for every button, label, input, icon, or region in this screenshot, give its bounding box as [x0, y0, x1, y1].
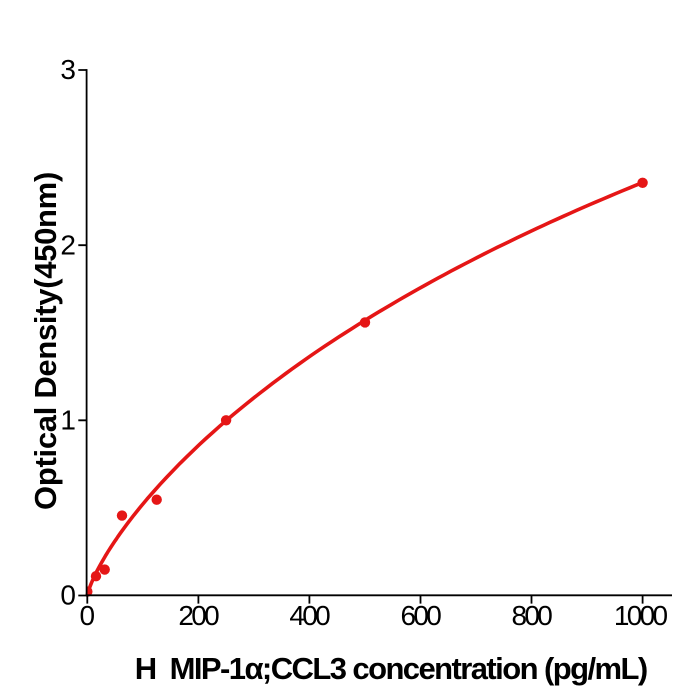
- svg-text:H MIP-1α;CCL3 concentration (: H MIP-1α;CCL3 concentration (pg/mL): [135, 651, 647, 686]
- svg-text:Optical Density(450nm): Optical Density(450nm): [28, 172, 63, 510]
- svg-text:400: 400: [289, 600, 330, 631]
- svg-text:3: 3: [60, 54, 76, 85]
- svg-text:1: 1: [60, 405, 76, 436]
- svg-text:600: 600: [400, 600, 441, 631]
- svg-text:0: 0: [60, 580, 76, 611]
- svg-text:800: 800: [511, 600, 552, 631]
- svg-text:0: 0: [80, 600, 96, 631]
- svg-text:1000: 1000: [614, 600, 668, 631]
- svg-text:200: 200: [178, 600, 219, 631]
- svg-text:2: 2: [60, 229, 76, 260]
